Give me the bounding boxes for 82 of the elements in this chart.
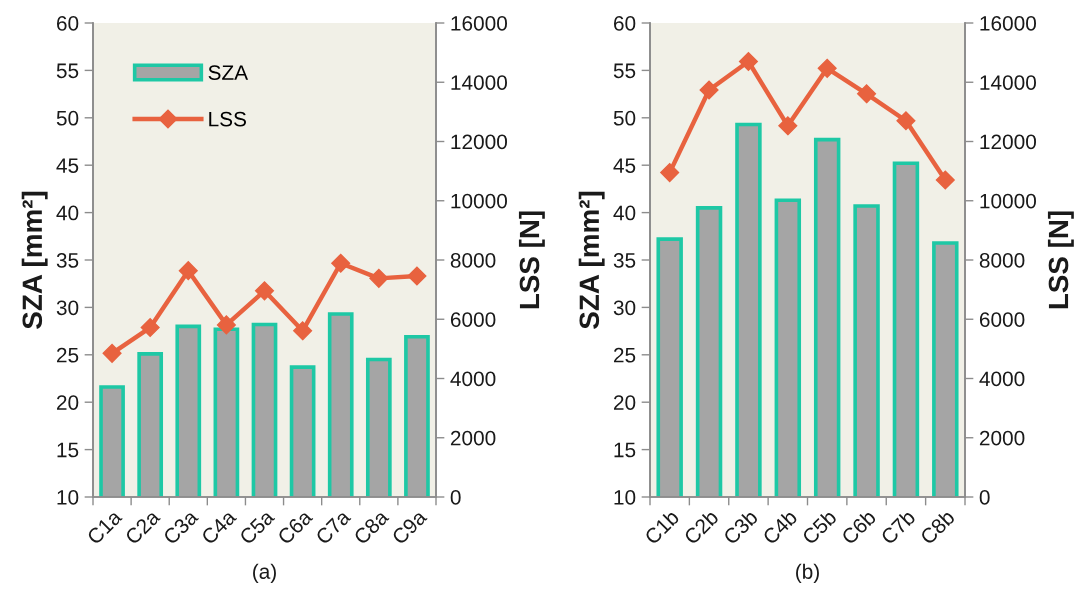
point bbox=[254, 281, 275, 301]
y-tick-label: 60 bbox=[614, 16, 636, 31]
y-tick-label: 20 bbox=[613, 395, 636, 410]
x-tick-label: C6a bbox=[276, 508, 314, 546]
y-tick-label: 35 bbox=[56, 253, 79, 268]
x-tick-label: C2b bbox=[682, 508, 720, 546]
x-tick-label: C6b bbox=[840, 508, 877, 546]
text: (b) bbox=[796, 563, 819, 584]
y2-tick-label: 6000 bbox=[979, 312, 1025, 327]
x-tick-label: C7b bbox=[879, 508, 917, 546]
y-tick-label: 30 bbox=[56, 300, 79, 316]
x-tick-label: C3a bbox=[162, 508, 200, 546]
y2-tick-label: 14000 bbox=[451, 75, 508, 90]
y-tick-label: 45 bbox=[56, 158, 79, 173]
y-tick-label: 45 bbox=[613, 158, 636, 173]
y-tick-label: 40 bbox=[613, 205, 636, 221]
y2-tick-label: 16000 bbox=[980, 16, 1037, 31]
x-tick-label: C1b bbox=[643, 508, 680, 546]
y-tick-label: 55 bbox=[613, 63, 636, 79]
point bbox=[857, 84, 877, 104]
x-tick-label: C3b bbox=[722, 508, 759, 546]
legend-label: LSS bbox=[209, 111, 246, 127]
y2-tick-label: 12000 bbox=[980, 134, 1037, 150]
y2-tick-label: 4000 bbox=[450, 371, 496, 387]
x-tick-label: C1a bbox=[86, 508, 123, 546]
y2-tick-label: 14000 bbox=[980, 75, 1037, 90]
y-tick-label: 60 bbox=[57, 16, 79, 31]
point bbox=[369, 268, 389, 288]
point bbox=[331, 253, 351, 273]
y-tick-label: 10 bbox=[614, 490, 636, 505]
point bbox=[178, 261, 198, 281]
y2-tick-label: 10000 bbox=[980, 193, 1037, 209]
point bbox=[660, 163, 680, 183]
y-tick-label: 40 bbox=[56, 205, 79, 221]
y2-tick-label: 2000 bbox=[979, 430, 1025, 446]
point bbox=[216, 315, 236, 335]
x-tick-label: C4a bbox=[200, 508, 238, 546]
point bbox=[896, 111, 916, 131]
y2-tick-label: 0 bbox=[979, 490, 990, 505]
y-tick-label: 15 bbox=[614, 442, 636, 458]
y-tick-label: 55 bbox=[56, 63, 79, 79]
y-tick-label: 30 bbox=[613, 300, 636, 316]
x-tick-label: C9a bbox=[391, 508, 428, 546]
y-tick-label: 15 bbox=[57, 442, 79, 458]
y-tick-label: 25 bbox=[56, 347, 79, 363]
y2-tick-label: 0 bbox=[450, 490, 461, 505]
point bbox=[140, 318, 160, 338]
text: (a) bbox=[253, 563, 276, 584]
point bbox=[407, 266, 427, 286]
y2-tick-label: 2000 bbox=[450, 430, 496, 446]
x-tick-label: C4b bbox=[761, 508, 799, 546]
y-axis-title: SZA [mm²] bbox=[578, 191, 605, 329]
y2-tick-label: 6000 bbox=[450, 312, 496, 327]
x-tick-label: C5a bbox=[238, 508, 276, 546]
point bbox=[935, 170, 955, 190]
y-tick-label: 25 bbox=[613, 347, 636, 363]
x-tick-label: C2a bbox=[124, 508, 161, 546]
point bbox=[817, 58, 837, 78]
point bbox=[778, 116, 798, 136]
x-tick-label: C7a bbox=[314, 508, 352, 546]
x-tick-label: C8a bbox=[352, 508, 390, 546]
y-tick-label: 35 bbox=[613, 253, 636, 268]
y-tick-label: 50 bbox=[613, 110, 636, 126]
x-tick-label: C8b bbox=[919, 508, 956, 546]
y-tick-label: 20 bbox=[56, 395, 79, 410]
y2-tick-label: 4000 bbox=[979, 371, 1025, 387]
x-tick-label: C5b bbox=[800, 508, 838, 546]
legend-label: SZA bbox=[208, 65, 249, 80]
y2-tick-label: 8000 bbox=[450, 253, 496, 268]
y2-tick-label: 12000 bbox=[451, 134, 508, 150]
y2-tick-label: 8000 bbox=[979, 253, 1025, 268]
y2-axis-title: LSS [N] bbox=[1047, 211, 1074, 309]
y-axis-title: SZA [mm²] bbox=[21, 191, 48, 329]
y-tick-label: 10 bbox=[57, 490, 79, 505]
point bbox=[102, 343, 122, 363]
y-tick-label: 50 bbox=[56, 110, 79, 126]
y2-axis-title: LSS [N] bbox=[518, 211, 545, 309]
point bbox=[293, 321, 313, 341]
y2-tick-label: 16000 bbox=[451, 16, 508, 31]
point bbox=[699, 80, 719, 100]
y2-tick-label: 10000 bbox=[451, 193, 508, 209]
point bbox=[738, 51, 758, 72]
